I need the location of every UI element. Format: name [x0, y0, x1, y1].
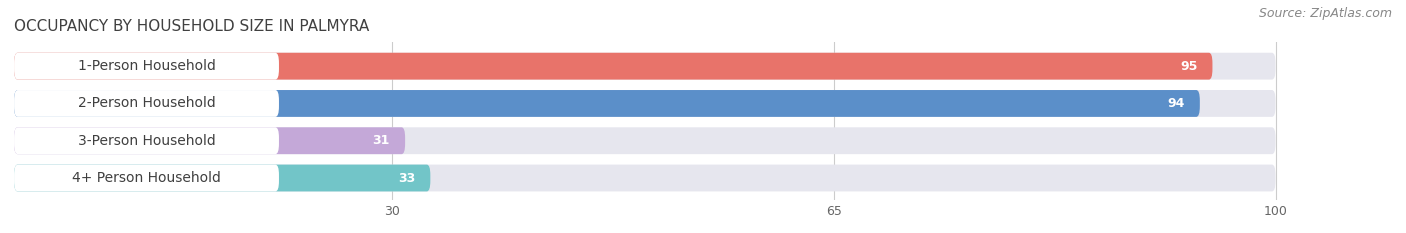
FancyBboxPatch shape	[14, 53, 1212, 80]
Text: Source: ZipAtlas.com: Source: ZipAtlas.com	[1258, 7, 1392, 20]
FancyBboxPatch shape	[14, 90, 278, 117]
Text: 95: 95	[1180, 60, 1198, 73]
Text: 33: 33	[398, 171, 415, 185]
FancyBboxPatch shape	[14, 164, 278, 192]
FancyBboxPatch shape	[14, 90, 1199, 117]
Text: 2-Person Household: 2-Person Household	[77, 96, 215, 110]
FancyBboxPatch shape	[14, 90, 1275, 117]
Text: 31: 31	[373, 134, 389, 147]
Text: OCCUPANCY BY HOUSEHOLD SIZE IN PALMYRA: OCCUPANCY BY HOUSEHOLD SIZE IN PALMYRA	[14, 19, 370, 34]
Text: 1-Person Household: 1-Person Household	[77, 59, 215, 73]
FancyBboxPatch shape	[14, 127, 278, 154]
FancyBboxPatch shape	[14, 53, 1275, 80]
FancyBboxPatch shape	[14, 53, 278, 80]
Text: 4+ Person Household: 4+ Person Household	[72, 171, 221, 185]
Text: 94: 94	[1167, 97, 1185, 110]
FancyBboxPatch shape	[14, 127, 1275, 154]
Text: 3-Person Household: 3-Person Household	[77, 134, 215, 148]
FancyBboxPatch shape	[14, 164, 1275, 192]
FancyBboxPatch shape	[14, 127, 405, 154]
FancyBboxPatch shape	[14, 164, 430, 192]
